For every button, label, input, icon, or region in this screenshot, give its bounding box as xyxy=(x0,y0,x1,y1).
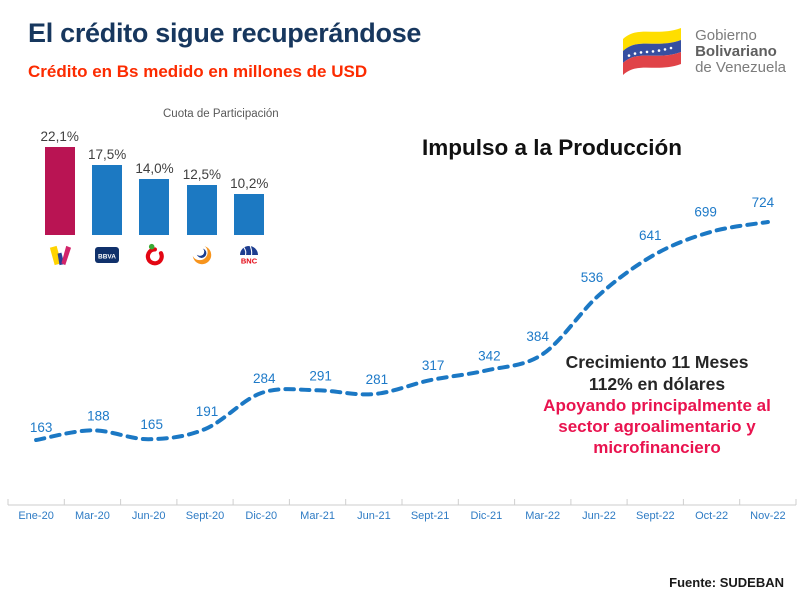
x-axis-label: Sept-21 xyxy=(411,510,450,522)
data-point-label: 641 xyxy=(639,228,662,243)
participation-bar-bnc: 10,2% xyxy=(226,176,273,235)
x-axis-label: Mar-20 xyxy=(75,510,110,522)
government-logo-text: Gobierno Bolivariano de Venezuela xyxy=(695,26,786,76)
venezuela-flag-icon xyxy=(619,22,685,81)
participation-bar-chart: 22,1% 17,5% 14,0% 12,5% 10,2% xyxy=(36,120,273,235)
bar-value-label: 12,5% xyxy=(182,167,221,182)
gov-text-line1: Gobierno xyxy=(695,26,757,44)
bar-bbva xyxy=(92,165,123,235)
x-axis-label: Oct-22 xyxy=(695,510,728,522)
bbva-logo-icon: BBVA xyxy=(83,240,130,270)
svg-text:BNC: BNC xyxy=(241,257,258,266)
government-logo: Gobierno Bolivariano de Venezuela xyxy=(619,22,786,81)
x-axis-label: Jun-21 xyxy=(357,510,391,522)
x-axis-label: Sept-20 xyxy=(186,510,225,522)
support-text-line3: microfinanciero xyxy=(593,438,721,457)
growth-text-line1: Crecimiento 11 Meses xyxy=(565,352,749,372)
bnc-logo-icon: BNC xyxy=(226,240,273,270)
data-point-label: 284 xyxy=(253,371,276,386)
x-axis-label: Jun-20 xyxy=(132,510,166,522)
mercantil-logo-icon xyxy=(178,240,225,270)
participation-bar-banesco: 22,1% xyxy=(36,129,83,235)
x-axis-label: Jun-22 xyxy=(582,510,616,522)
bar-mercantil xyxy=(186,185,217,235)
source-caption: Fuente: SUDEBAN xyxy=(669,575,784,590)
page-title: El crédito sigue recuperándose xyxy=(28,18,422,48)
data-point-label: 699 xyxy=(694,205,717,220)
bar-banco-venezuela xyxy=(139,179,170,235)
x-axis-label: Dic-21 xyxy=(471,510,503,522)
data-point-label: 281 xyxy=(366,372,389,387)
bar-value-label: 10,2% xyxy=(230,176,269,192)
participation-bar-mercantil: 12,5% xyxy=(178,167,225,235)
data-point-label: 291 xyxy=(309,368,332,383)
data-point-label: 342 xyxy=(478,348,501,363)
x-axis-label: Sept-22 xyxy=(636,510,675,522)
bar-value-label: 22,1% xyxy=(40,128,79,144)
svg-text:BBVA: BBVA xyxy=(98,254,116,261)
gov-text-line3: de Venezuela xyxy=(695,58,786,76)
bar-banesco xyxy=(44,146,75,235)
annotation-block: Crecimiento 11 Meses 112% en dólares Apo… xyxy=(537,351,777,458)
gov-text-line2: Bolivariano xyxy=(695,42,777,60)
page-subtitle: Crédito en Bs medido en millones de USD xyxy=(28,62,368,81)
banco-venezuela-logo-icon xyxy=(131,240,178,270)
x-axis-label: Ene-20 xyxy=(18,510,53,522)
data-point-label: 724 xyxy=(752,195,775,210)
data-point-label: 188 xyxy=(87,408,110,423)
banesco-logo-icon xyxy=(36,240,83,270)
participation-chart-title: Cuota de Participación xyxy=(163,108,279,120)
bar-value-label: 17,5% xyxy=(87,147,127,162)
data-point-label: 317 xyxy=(422,358,445,373)
bank-logos-row: BBVA BNC xyxy=(36,240,273,270)
x-axis-label: Dic-20 xyxy=(245,510,277,522)
bar-bnc xyxy=(234,194,265,235)
support-text-line2: sector agroalimentario y xyxy=(558,417,756,436)
data-point-label: 384 xyxy=(526,329,549,344)
main-chart-title: Impulso a la Producción xyxy=(422,135,683,160)
support-text-line1: Apoyando principalmente al xyxy=(543,396,771,415)
data-point-label: 536 xyxy=(581,270,604,285)
x-axis-label: Nov-22 xyxy=(750,510,785,522)
x-axis-label: Mar-21 xyxy=(300,510,335,522)
data-point-label: 165 xyxy=(140,417,163,432)
bar-value-label: 14,0% xyxy=(135,161,174,176)
x-axis-label: Mar-22 xyxy=(525,510,560,522)
data-point-label: 191 xyxy=(196,404,219,419)
data-point-label: 163 xyxy=(30,420,53,435)
participation-bar-bbva: 17,5% xyxy=(83,147,130,235)
participation-bar-banco-venezuela: 14,0% xyxy=(131,161,178,235)
growth-text-line2: 112% en dólares xyxy=(588,374,726,394)
